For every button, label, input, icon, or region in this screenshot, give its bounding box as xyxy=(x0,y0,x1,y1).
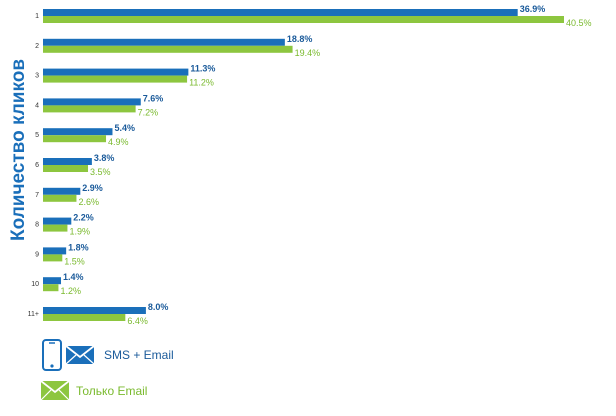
data-label-email-only: 3.5% xyxy=(90,167,111,177)
data-label-sms-email: 36.9% xyxy=(520,4,546,14)
bar-email-only xyxy=(43,105,136,113)
bar-sms-email xyxy=(43,128,113,136)
bar-sms-email xyxy=(43,38,285,46)
data-label-email-only: 4.9% xyxy=(108,137,129,147)
legend-icons-email-only xyxy=(40,380,70,401)
category-label: 8 xyxy=(35,222,39,229)
category-label: 1 xyxy=(35,13,39,20)
data-label-sms-email: 2.2% xyxy=(73,213,94,223)
data-label-sms-email: 5.4% xyxy=(114,123,135,133)
legend: SMS + Email Только Email xyxy=(40,338,340,410)
data-label-sms-email: 7.6% xyxy=(143,93,164,103)
bar-email-only xyxy=(43,224,68,232)
category-label: 10 xyxy=(31,281,39,288)
bar-sms-email xyxy=(43,98,141,106)
data-label-email-only: 2.6% xyxy=(78,197,99,207)
bar-sms-email xyxy=(43,307,146,314)
bar-sms-email xyxy=(43,9,518,16)
data-label-sms-email: 2.9% xyxy=(82,183,103,193)
data-label-email-only: 40.5% xyxy=(566,18,592,28)
data-label-email-only: 11.2% xyxy=(189,78,214,88)
bar-email-only xyxy=(43,135,107,143)
bar-email-only xyxy=(43,45,293,53)
phone-icon xyxy=(42,339,62,371)
category-label: 3 xyxy=(35,73,39,80)
legend-label-email-only: Только Email xyxy=(76,384,148,398)
bar-sms-email xyxy=(43,247,67,255)
data-label-sms-email: 8.0% xyxy=(148,302,169,312)
data-label-sms-email: 18.8% xyxy=(287,34,313,44)
envelope-icon xyxy=(65,345,95,365)
legend-label-sms-email: SMS + Email xyxy=(104,348,174,362)
legend-item-sms-email: SMS + Email xyxy=(40,338,174,372)
data-label-email-only: 1.9% xyxy=(69,227,90,237)
category-label: 5 xyxy=(35,132,39,139)
bar-email-only xyxy=(43,284,59,292)
data-label-sms-email: 3.8% xyxy=(94,153,115,163)
data-label-sms-email: 11.3% xyxy=(190,64,215,74)
legend-icons-sms-email xyxy=(42,339,95,371)
data-label-email-only: 1.5% xyxy=(64,256,85,266)
bar-sms-email xyxy=(43,68,189,76)
bar-email-only xyxy=(43,194,77,202)
bar-sms-email xyxy=(43,277,62,285)
data-label-email-only: 19.4% xyxy=(295,48,321,58)
data-label-sms-email: 1.4% xyxy=(63,272,84,282)
bar-email-only xyxy=(43,165,89,172)
data-label-email-only: 7.2% xyxy=(138,107,159,117)
envelope-icon xyxy=(40,380,70,401)
data-label-sms-email: 1.8% xyxy=(68,242,89,252)
bar-sms-email xyxy=(43,217,72,225)
category-label: 9 xyxy=(35,251,39,258)
bar-email-only xyxy=(43,16,564,23)
bar-email-only xyxy=(43,314,126,321)
category-label: 2 xyxy=(35,43,39,50)
bar-email-only xyxy=(43,254,63,262)
data-label-email-only: 1.2% xyxy=(60,286,81,296)
bar-sms-email xyxy=(43,187,81,195)
category-label: 6 xyxy=(35,162,39,169)
bar-sms-email xyxy=(43,158,92,165)
data-label-email-only: 6.4% xyxy=(127,316,148,326)
category-label: 11+ xyxy=(28,311,39,318)
bar-email-only xyxy=(43,75,188,83)
category-label: 4 xyxy=(35,102,39,109)
legend-item-email-only: Только Email xyxy=(40,378,147,404)
bar-chart: 1 36.9% 40.5% 2 18.8% 19.4% 3 11.3% 11.2% 4 7.6% 7.… xyxy=(28,4,592,326)
category-label: 7 xyxy=(35,192,39,199)
